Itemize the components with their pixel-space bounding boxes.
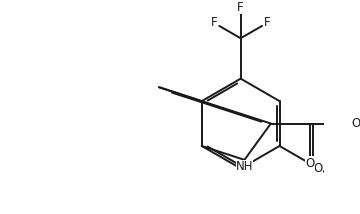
Text: F: F — [211, 16, 217, 29]
Text: O: O — [314, 162, 323, 175]
Text: F: F — [264, 16, 271, 29]
Text: O: O — [306, 156, 315, 169]
Text: F: F — [237, 1, 244, 14]
Text: O: O — [351, 117, 360, 130]
Text: NH: NH — [236, 160, 253, 173]
